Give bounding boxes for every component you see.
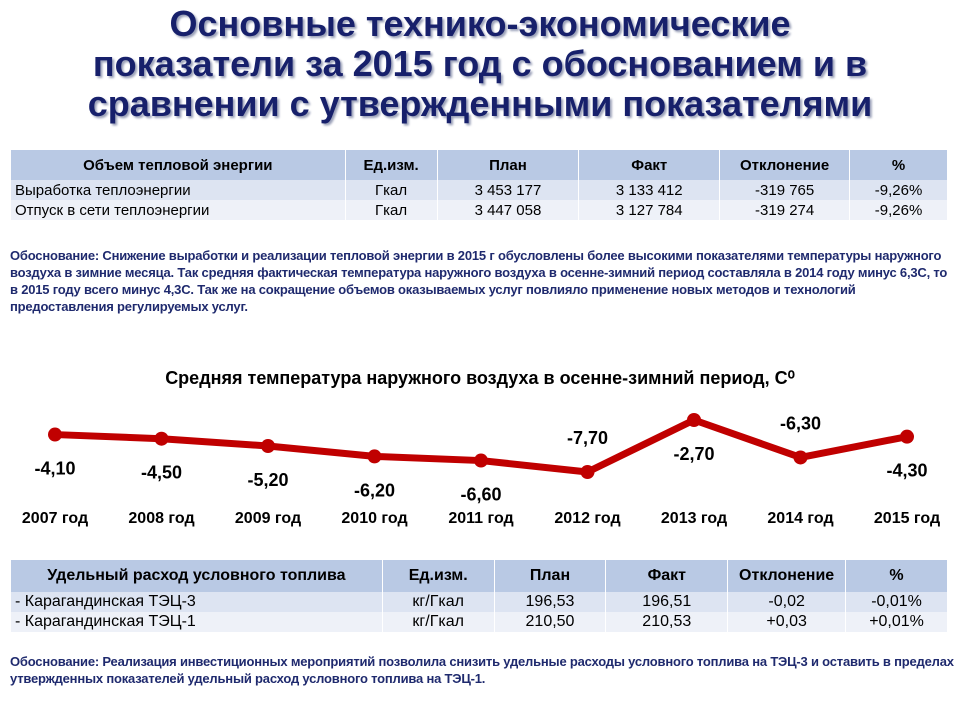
table-cell: -319 765 <box>719 180 851 200</box>
justification-note-heat: Обоснование: Снижение выработки и реализ… <box>10 248 948 314</box>
title-line-3: сравнении с утвержденными показателями <box>87 83 873 124</box>
data-point <box>261 439 275 453</box>
title-line-1: Основные технико-экономические <box>169 3 791 44</box>
table-header-row: Удельный расход условного топлива Ед.изм… <box>10 560 948 592</box>
column-header: План <box>493 560 607 592</box>
table-row: Отпуск в сети теплоэнергии Гкал 3 447 05… <box>10 200 948 220</box>
column-header: Ед.изм. <box>344 150 438 180</box>
table-cell: 196,51 <box>605 592 729 612</box>
column-header: Удельный расход условного топлива <box>10 560 383 592</box>
x-tick-label: 2009 год <box>235 510 301 527</box>
column-header: Ед.изм. <box>381 560 495 592</box>
table-cell: Гкал <box>344 200 438 220</box>
table-row: - Карагандинская ТЭЦ-3 кг/Гкал 196,53 19… <box>10 592 948 612</box>
justification-note-fuel: Обоснование: Реализация инвестиционных м… <box>10 654 954 686</box>
table-cell: 3 453 177 <box>436 180 580 200</box>
data-label: -4,30 <box>886 461 927 481</box>
table-cell: -9,26% <box>849 180 948 200</box>
table-cell: -0,01% <box>845 592 948 612</box>
table-cell: +0,03 <box>727 612 847 632</box>
x-tick-label: 2010 год <box>341 510 407 527</box>
data-point <box>48 427 62 442</box>
table-cell: 3 447 058 <box>436 200 580 220</box>
table-cell: - Карагандинская ТЭЦ-3 <box>10 592 383 612</box>
column-header: % <box>845 560 948 592</box>
x-tick-label: 2012 год <box>554 510 620 527</box>
table-cell: 3 127 784 <box>578 200 721 220</box>
temperature-line-chart: Средняя температура наружного воздуха в … <box>22 368 940 527</box>
x-tick-label: 2014 год <box>767 510 833 527</box>
table-cell: 210,53 <box>605 612 729 632</box>
heat-energy-table: Объем тепловой энергии Ед.изм. План Факт… <box>10 150 948 220</box>
chart-plot-area: -4,10 2007 год -4,50 2008 год -5,20 2009 год -… <box>22 413 940 527</box>
data-label: -5,20 <box>247 470 288 490</box>
x-tick-label: 2011 год <box>448 510 513 527</box>
table-cell: 196,53 <box>493 592 607 612</box>
column-header: Отклонение <box>719 150 851 180</box>
column-header: Отклонение <box>727 560 847 592</box>
table-cell: -0,02 <box>727 592 847 612</box>
table-cell: - Карагандинская ТЭЦ-1 <box>10 612 383 632</box>
data-label: -4,10 <box>34 459 75 479</box>
data-point <box>367 449 382 464</box>
data-label: -2,70 <box>673 444 714 464</box>
chart-title: Средняя температура наружного воздуха в … <box>165 368 795 388</box>
table-cell: 3 133 412 <box>578 180 721 200</box>
x-tick-label: 2015 год <box>874 510 940 527</box>
data-point <box>793 450 808 465</box>
data-label: -4,50 <box>141 463 182 483</box>
title-line-2: показатели за 2015 год с обоснованием и … <box>92 43 868 84</box>
table-cell: кг/Гкал <box>381 592 495 612</box>
table-row: - Карагандинская ТЭЦ-1 кг/Гкал 210,50 21… <box>10 612 948 632</box>
x-tick-label: 2013 год <box>661 510 727 527</box>
data-point <box>900 429 914 444</box>
table-cell: кг/Гкал <box>381 612 495 632</box>
table-cell: +0,01% <box>845 612 948 632</box>
data-point <box>687 413 701 427</box>
table-cell: 210,50 <box>493 612 607 632</box>
table-cell: -9,26% <box>849 200 948 220</box>
table-cell: Гкал <box>344 180 438 200</box>
data-point <box>580 465 595 479</box>
table-cell: -319 274 <box>719 200 851 220</box>
data-label: -6,30 <box>780 413 821 433</box>
column-header: План <box>436 150 580 180</box>
data-point <box>154 431 169 446</box>
x-tick-label: 2007 год <box>22 510 88 527</box>
column-header: Объем тепловой энергии <box>10 150 346 180</box>
column-header: % <box>849 150 948 180</box>
table-cell: Выработка теплоэнергии <box>10 180 346 200</box>
data-label: -6,60 <box>460 485 501 505</box>
column-header: Факт <box>578 150 721 180</box>
data-label: -7,70 <box>567 428 608 448</box>
table-cell: Отпуск в сети теплоэнергии <box>10 200 346 220</box>
data-label: -6,20 <box>354 480 395 500</box>
column-header: Факт <box>605 560 729 592</box>
table-header-row: Объем тепловой энергии Ед.изм. План Факт… <box>10 150 948 180</box>
fuel-consumption-table: Удельный расход условного топлива Ед.изм… <box>10 560 948 632</box>
x-tick-label: 2008 год <box>128 510 194 527</box>
page-title: Основные технико-экономические показател… <box>0 4 960 124</box>
data-point <box>474 453 488 468</box>
table-row: Выработка теплоэнергии Гкал 3 453 177 3 … <box>10 180 948 200</box>
